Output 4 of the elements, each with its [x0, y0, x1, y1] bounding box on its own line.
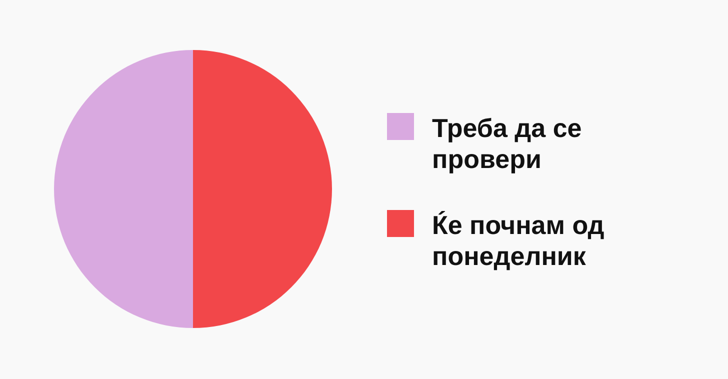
pie-slice: [193, 50, 332, 328]
pie-slice: [54, 50, 193, 328]
legend-label: Ќе почнам од понеделник: [432, 210, 605, 271]
legend-label: Треба да се провери: [432, 113, 582, 174]
